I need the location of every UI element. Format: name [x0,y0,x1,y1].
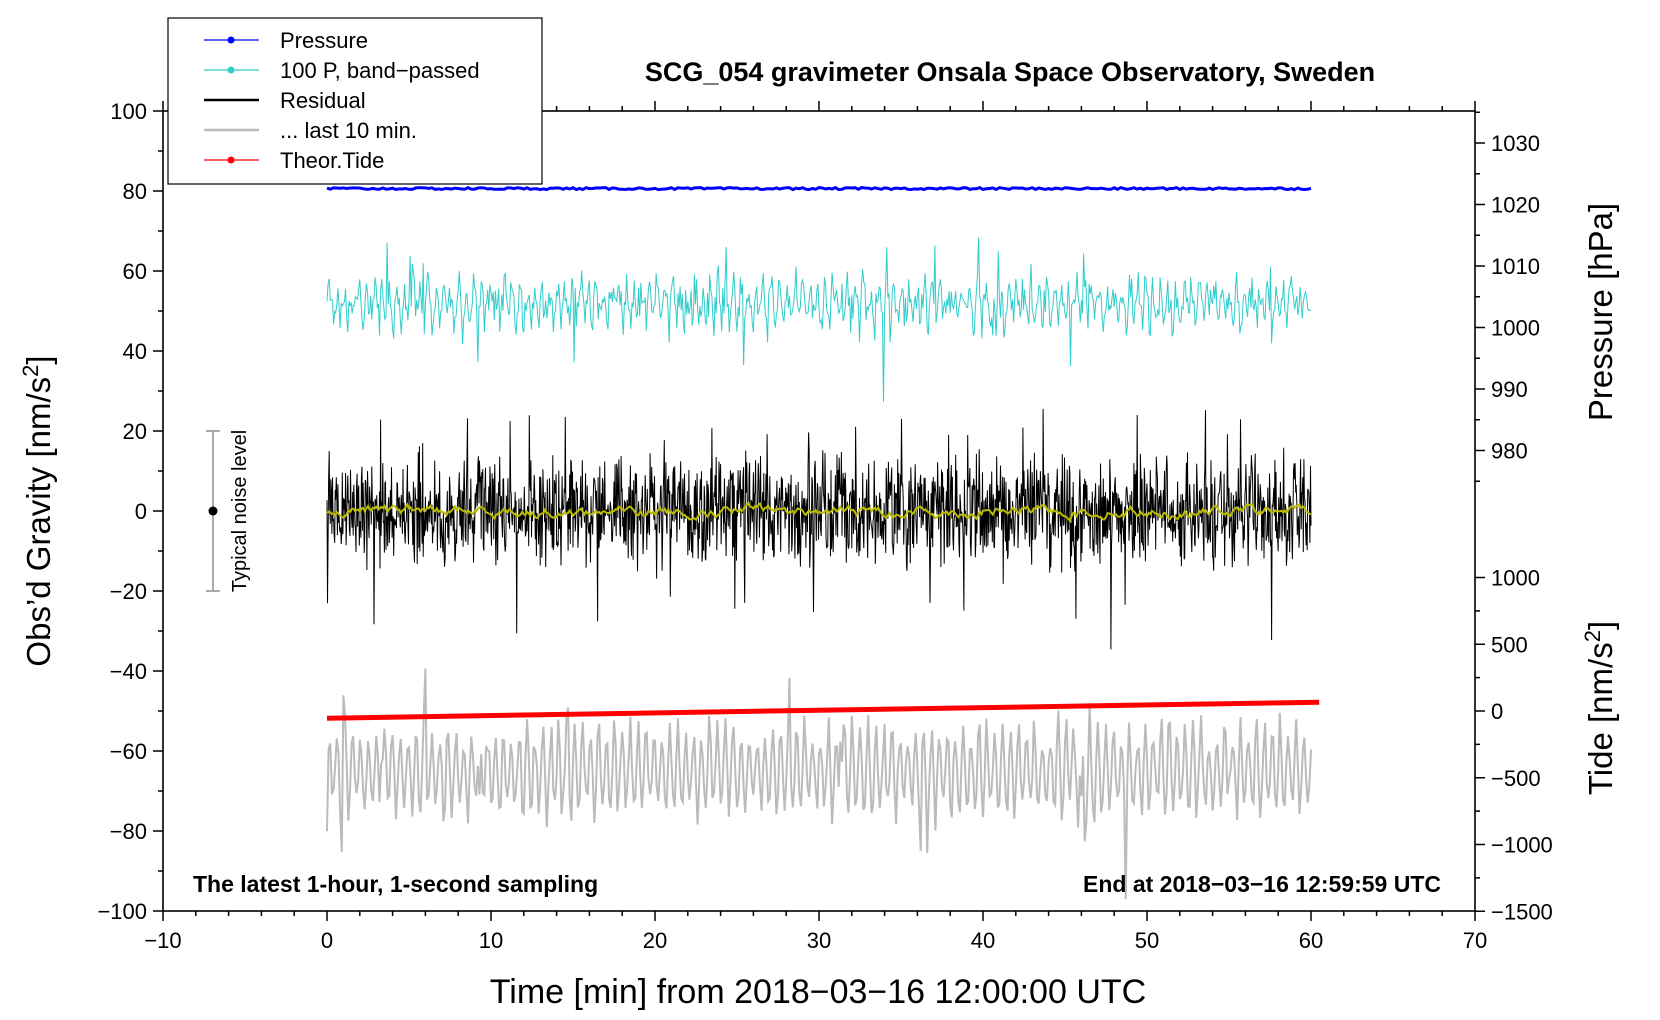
pressure-tick-label: 1000 [1491,316,1540,341]
annotation-end-time: End at 2018−03−16 12:59:59 UTC [1083,871,1441,897]
noise-level-label: Typical noise level [229,430,251,592]
y-tick-label: 100 [110,99,147,124]
x-tick-label: 70 [1463,928,1487,953]
tide-tick-label: 1000 [1491,566,1540,591]
series-residual [326,408,1312,650]
x-tick-label: 60 [1299,928,1323,953]
legend-label: Residual [280,88,366,113]
pressure-tick-label: 1030 [1491,131,1540,156]
tide-tick-label: −500 [1491,766,1541,791]
x-tick-label: 0 [321,928,333,953]
legend-label: Theor.Tide [280,148,384,173]
data-traces [326,185,1320,900]
y-axis-label-left: Obs’d Gravity [nm/s2] [18,355,57,666]
y-axis-label-left-sup: 2 [18,365,43,377]
y-axis-label-left-end: ] [20,355,57,364]
chart-title: SCG_054 gravimeter Onsala Space Observat… [645,57,1375,87]
y-axis-label-pressure: Pressure [hPa] [1582,203,1619,421]
x-tick-label: 20 [643,928,667,953]
y-axis-label-tide-end: ] [1582,621,1619,630]
x-tick-label: 40 [971,928,995,953]
legend-label: ... last 10 min. [280,118,417,143]
series-band-passed [326,237,1312,403]
y-tick-label: −20 [110,579,147,604]
tide-tick-label: 500 [1491,632,1528,657]
x-tick-label: 50 [1135,928,1159,953]
legend-label: Pressure [280,28,368,53]
series-theor-tide [326,699,1320,721]
y-tick-label: 20 [123,419,147,444]
y-tick-label: 60 [123,259,147,284]
y-tick-label: 80 [123,179,147,204]
x-axis-label: Time [min] from 2018−03−16 12:00:00 UTC [490,973,1146,1011]
annotation-sampling: The latest 1-hour, 1-second sampling [193,871,598,897]
x-tick-label: 30 [807,928,831,953]
y-axis-label-tide: Tide [nm/s2] [1580,621,1619,795]
pressure-tick-label: 1020 [1491,193,1540,218]
tide-tick-label: 0 [1491,699,1503,724]
y-tick-label: −40 [110,659,147,684]
tick-labels: −10 0 10 20 30 40 50 60 70−100−80−60−40−20020406… [97,99,1552,953]
series-pressure [326,185,1312,192]
y-tick-label: 40 [123,339,147,364]
legend-marker [227,36,235,44]
pressure-tick-label: 980 [1491,439,1528,464]
noise-bar-center-dot [208,506,218,516]
legend-marker [227,66,235,74]
x-tick-label: −10 [144,928,181,953]
noise-level-indicator: Typical noise level [206,430,251,592]
legend-label: 100 P, band−passed [280,58,480,83]
x-tick-label: 10 [479,928,503,953]
y-tick-label: −100 [97,899,147,924]
pressure-tick-label: 1010 [1491,254,1540,279]
legend-marker [227,156,235,164]
pressure-tick-label: 990 [1491,377,1528,402]
tide-tick-label: −1500 [1491,899,1553,924]
tide-tick-label: −1000 [1491,833,1553,858]
y-axis-label-left-main: Obs’d Gravity [nm/s [20,377,57,667]
y-axis-label-tide-sup: 2 [1580,630,1605,642]
legend: Pressure 100 P, band−passed Residual ... la… [167,17,543,185]
series-residual-smoothed [326,501,1312,523]
y-tick-label: −80 [110,819,147,844]
series-last-10-min [326,668,1312,900]
y-tick-label: 0 [135,499,147,524]
y-tick-label: −60 [110,739,147,764]
y-axis-label-tide-main: Tide [nm/s [1582,642,1619,795]
